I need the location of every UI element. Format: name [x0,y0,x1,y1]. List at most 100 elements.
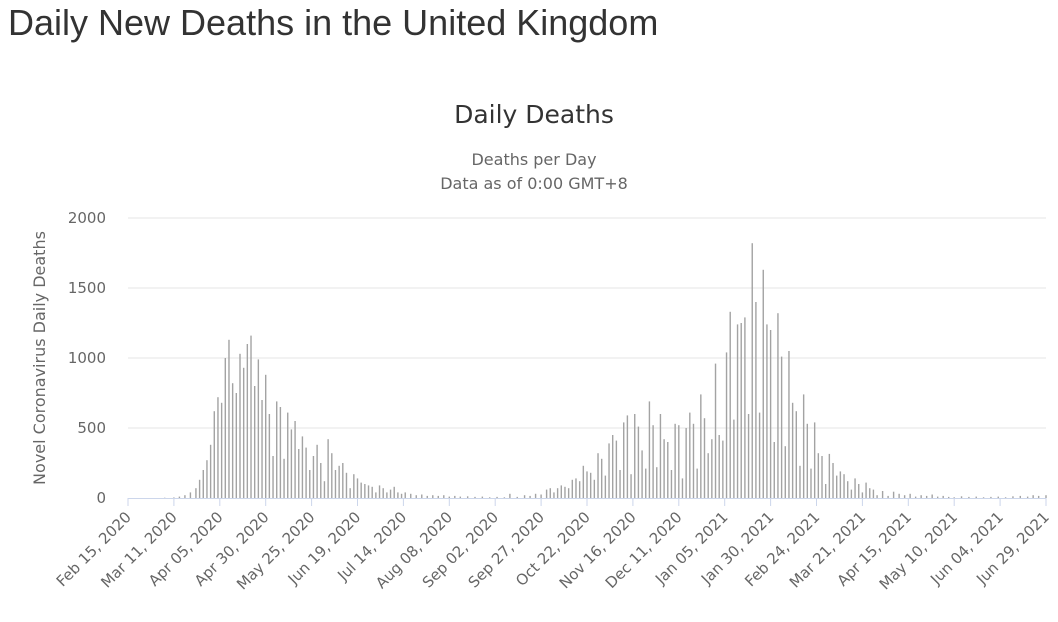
bar [670,470,673,498]
bar [795,411,797,498]
bar [696,468,698,498]
bar [960,496,963,498]
bar [997,496,999,498]
bar [1032,495,1034,498]
bar [674,423,676,498]
bar [597,453,599,498]
bar [762,269,764,498]
bar [1026,496,1029,498]
bar [393,486,395,498]
bar [220,402,223,498]
bar [400,493,403,498]
bar [404,492,406,498]
bar [881,491,884,498]
bar [612,435,614,498]
bar-series [164,243,1047,498]
bar [740,323,742,498]
bar [327,439,329,498]
bar [334,470,337,498]
bar [968,496,970,498]
bar [718,435,720,498]
bar [549,488,551,498]
bar [681,478,684,498]
bar [914,496,917,498]
bar [623,422,625,498]
bar [586,471,588,498]
bar [448,496,450,498]
bar [474,496,476,498]
bar [832,463,834,498]
bar [858,484,860,498]
bar [692,423,695,498]
bar [253,386,256,498]
bar [279,407,282,498]
bar [839,471,842,498]
bar [780,356,783,498]
bar [523,495,526,498]
bar [198,479,201,498]
bar [184,495,186,498]
bar [725,352,728,498]
bar [925,495,928,498]
page-heading: Daily New Deaths in the United Kingdom [8,2,659,43]
bar [375,492,377,498]
bar [626,415,629,498]
bar [920,495,922,498]
bar [268,414,271,498]
bar [850,489,853,498]
bar [503,497,506,498]
bar [589,472,592,498]
bar [426,495,428,498]
bar [242,367,245,498]
bar [410,493,412,498]
bar [806,423,809,498]
bar [641,450,643,498]
y-tick-label: 1000 [68,349,106,367]
bar [1019,495,1021,498]
bar [744,317,746,498]
y-axis-ticks: 0 500 1000 1500 2000 [68,209,106,507]
bar [356,478,359,498]
bar [722,440,724,498]
y-tick-label: 2000 [68,209,106,227]
bar [432,495,434,498]
bar [213,411,215,498]
bar [593,479,596,498]
bar [947,496,950,498]
bar [209,444,212,498]
bar [982,497,985,498]
bar [810,468,812,498]
bar [488,497,491,498]
bar [656,467,658,498]
bar [828,453,831,498]
bar [516,496,518,498]
bar [578,481,581,498]
bar [685,428,687,498]
bar [466,496,469,498]
bar [389,489,392,498]
bar [312,456,315,498]
bar [942,495,944,498]
bar [909,493,911,498]
y-axis-title: Novel Coronavirus Daily Deaths [30,231,49,485]
bar [545,489,548,498]
bar [953,497,955,498]
bar [758,412,761,498]
bar [700,394,702,498]
bar [898,493,900,498]
bar [364,484,366,498]
bar [415,495,417,498]
bar [202,470,204,498]
bar [766,324,768,498]
bar [854,478,856,498]
bar [751,243,753,498]
bar [349,488,351,498]
y-tick-label: 0 [96,489,106,507]
bar [645,468,647,498]
bar [817,453,820,498]
chart-subtitle-2: Data as of 0:00 GMT+8 [440,174,628,193]
bar [865,482,867,498]
bar [360,482,362,498]
bar [386,492,388,498]
